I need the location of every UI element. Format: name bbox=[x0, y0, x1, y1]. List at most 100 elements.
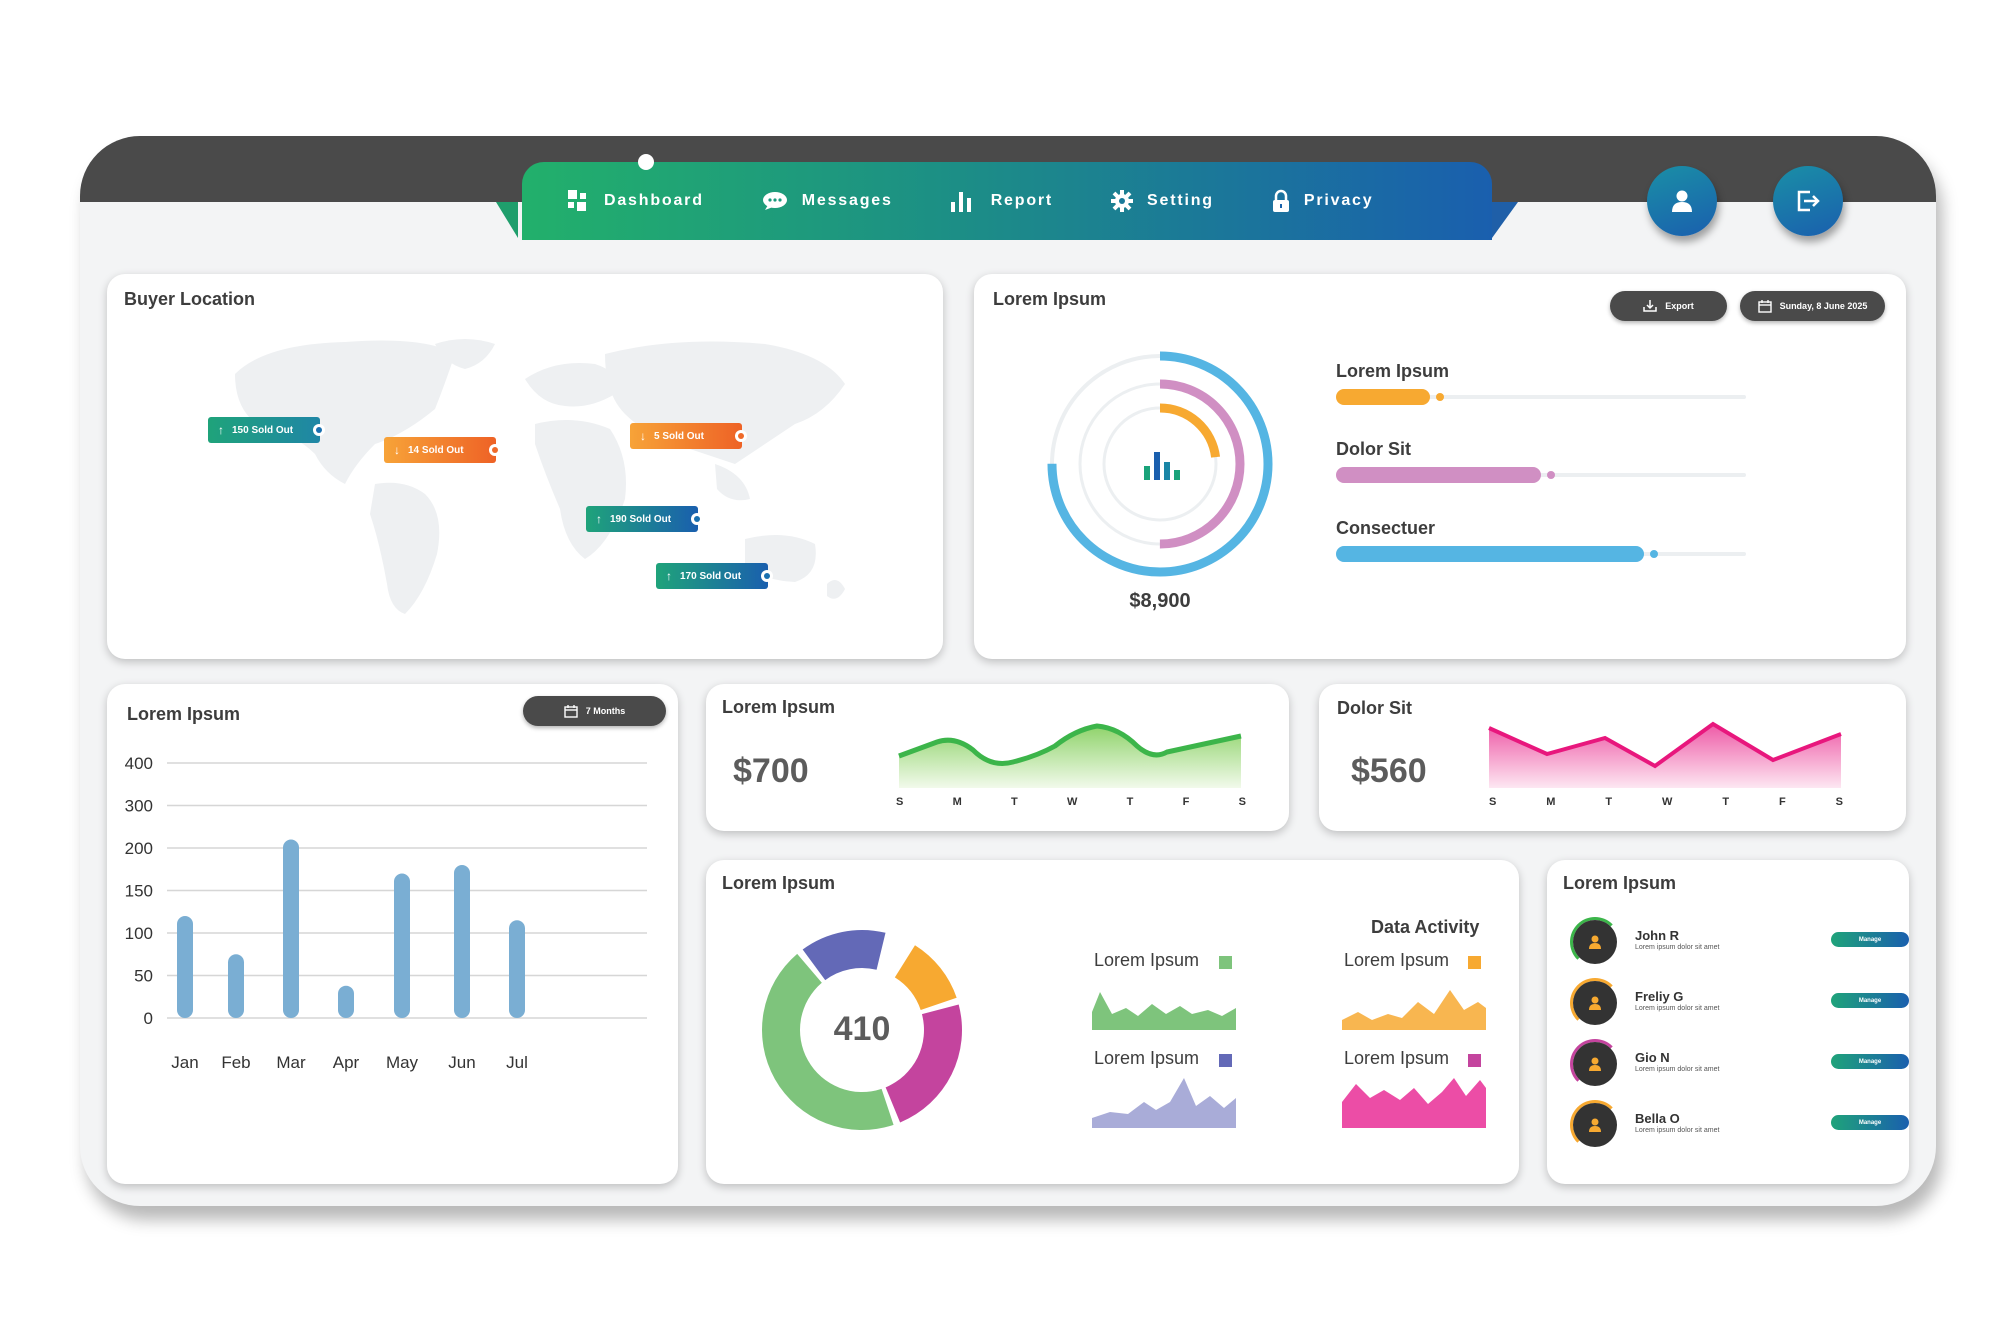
card-title: Lorem Ipsum bbox=[1563, 873, 1677, 893]
day-label: T bbox=[1722, 796, 1730, 808]
manage-button[interactable]: Manage bbox=[1831, 1115, 1909, 1130]
nav-decoration bbox=[1492, 202, 1518, 238]
manage-button[interactable]: Manage bbox=[1831, 993, 1909, 1008]
arrow-up-icon: ↑ bbox=[218, 423, 224, 437]
card-title: Dolor Sit bbox=[1337, 698, 1412, 718]
y-tick-label: 0 bbox=[144, 1009, 153, 1028]
nav-dashboard[interactable]: Dashboard bbox=[568, 190, 704, 212]
profile-button[interactable] bbox=[1647, 166, 1717, 236]
legend-swatch bbox=[1468, 956, 1481, 969]
x-tick-label: May bbox=[386, 1053, 419, 1072]
tag-label: 190 Sold Out bbox=[610, 513, 672, 525]
day-label: S bbox=[896, 796, 904, 808]
tag-marker bbox=[313, 424, 325, 436]
nav-indicator-dot bbox=[638, 154, 654, 170]
nav-setting[interactable]: Setting bbox=[1111, 190, 1214, 212]
person-description: Lorem ipsum dolor sit amet bbox=[1635, 1127, 1720, 1134]
avatar-ring bbox=[1570, 917, 1620, 967]
bar[interactable] bbox=[454, 865, 470, 1018]
arrow-up-icon: ↑ bbox=[666, 569, 672, 583]
bar[interactable] bbox=[509, 920, 525, 1018]
donut-segment[interactable] bbox=[894, 945, 957, 1011]
nav-privacy[interactable]: Privacy bbox=[1272, 189, 1374, 213]
progress-track bbox=[1336, 395, 1746, 399]
day-label: F bbox=[1182, 796, 1190, 808]
user-icon bbox=[1589, 996, 1601, 1010]
day-axis: S M T W T F S bbox=[896, 796, 1246, 808]
bar-chart-icon bbox=[1144, 452, 1180, 480]
logout-button[interactable] bbox=[1773, 166, 1843, 236]
people-card: Lorem Ipsum John R Lorem ipsum dolor sit … bbox=[1547, 860, 1909, 1184]
x-tick-label: Jun bbox=[448, 1053, 475, 1072]
sales-tag[interactable]: ↓ 5 Sold Out bbox=[630, 423, 747, 449]
nav-label: Setting bbox=[1147, 192, 1214, 209]
nav-report[interactable]: Report bbox=[950, 190, 1053, 212]
bar-chart: 400 300 200 150 100 50 0 Jan Feb Mar Apr May Jun Jul bbox=[125, 754, 647, 1072]
mini-chart-label: Lorem Ipsum bbox=[1094, 950, 1200, 970]
person-description: Lorem ipsum dolor sit amet bbox=[1635, 944, 1720, 951]
mini-chart-label: Lorem Ipsum bbox=[1344, 950, 1450, 970]
nav-messages[interactable]: Messages bbox=[762, 191, 893, 211]
progress-label: Lorem Ipsum bbox=[1336, 361, 1450, 381]
bar-chart-icon bbox=[950, 192, 971, 212]
manage-button[interactable]: Manage bbox=[1831, 1054, 1909, 1069]
gear-icon bbox=[1111, 190, 1134, 212]
activity-donut bbox=[762, 930, 962, 1130]
avatar[interactable] bbox=[1573, 1042, 1617, 1086]
expense-sparkline-card: Dolor Sit $560 S M T W T F S bbox=[1319, 684, 1906, 831]
bar[interactable] bbox=[228, 954, 244, 1018]
sales-tag[interactable]: ↑ 150 Sold Out bbox=[208, 417, 325, 443]
arrow-up-icon: ↑ bbox=[596, 512, 602, 526]
donut-segment[interactable] bbox=[762, 953, 894, 1130]
lock-icon bbox=[1272, 189, 1289, 212]
ring-inner bbox=[1099, 403, 1221, 525]
day-label: M bbox=[952, 796, 962, 808]
range-label: 7 Months bbox=[585, 706, 626, 716]
avatar-ring bbox=[1570, 1100, 1620, 1150]
legend-swatch bbox=[1219, 1054, 1232, 1067]
avatar[interactable] bbox=[1573, 920, 1617, 964]
person-name: Gio N bbox=[1635, 1050, 1670, 1065]
sales-tag[interactable]: ↓ 14 Sold Out bbox=[384, 437, 501, 463]
bar[interactable] bbox=[177, 916, 193, 1018]
nav-label: Dashboard bbox=[604, 192, 704, 209]
bar[interactable] bbox=[283, 839, 299, 1019]
legend-swatch bbox=[1219, 956, 1232, 969]
person-description: Lorem ipsum dolor sit amet bbox=[1635, 1066, 1720, 1073]
revenue-sparkline-card: Lorem Ipsum $700 S M T W T F S bbox=[706, 684, 1289, 831]
user-icon bbox=[1589, 1057, 1601, 1071]
day-label: S bbox=[1489, 796, 1497, 808]
date-label: Sunday, 8 June 2025 bbox=[1779, 301, 1868, 311]
person-name: Bella O bbox=[1635, 1111, 1680, 1126]
bar[interactable] bbox=[338, 985, 354, 1018]
x-tick-label: Apr bbox=[333, 1053, 360, 1072]
manage-button[interactable]: Manage bbox=[1831, 932, 1909, 947]
person-description: Lorem ipsum dolor sit amet bbox=[1635, 1005, 1720, 1012]
donut-segment[interactable] bbox=[802, 930, 886, 981]
y-tick-label: 50 bbox=[134, 967, 153, 986]
logout-icon bbox=[1797, 190, 1820, 212]
bar[interactable] bbox=[394, 873, 410, 1019]
user-icon bbox=[1672, 190, 1692, 212]
day-label: T bbox=[1011, 796, 1018, 808]
person-row: Bella O Lorem ipsum dolor sit amet Manage bbox=[1570, 1100, 1913, 1151]
user-icon bbox=[1589, 935, 1601, 949]
overview-card: Lorem Ipsum Export Sunday, 8 June 2025 $… bbox=[974, 274, 1906, 659]
calendar-icon bbox=[1757, 299, 1772, 313]
card-title: Lorem Ipsum bbox=[722, 697, 836, 717]
avatar[interactable] bbox=[1573, 1103, 1617, 1147]
progress-label: Consectuer bbox=[1336, 518, 1436, 538]
mini-area-chart bbox=[1342, 1078, 1486, 1128]
progress-dot bbox=[1436, 393, 1444, 401]
tag-label: 170 Sold Out bbox=[680, 570, 742, 582]
export-button[interactable]: Export bbox=[1610, 291, 1727, 321]
tag-label: 5 Sold Out bbox=[654, 430, 704, 442]
donut-segment[interactable] bbox=[885, 1004, 962, 1123]
mini-area-chart bbox=[1092, 992, 1236, 1030]
sales-tag[interactable]: ↑ 170 Sold Out bbox=[656, 563, 773, 589]
range-selector[interactable]: 7 Months bbox=[523, 696, 666, 726]
sales-tag[interactable]: ↑ 190 Sold Out bbox=[586, 506, 703, 532]
avatar[interactable] bbox=[1573, 981, 1617, 1025]
mini-area-chart bbox=[1342, 990, 1486, 1030]
date-picker[interactable]: Sunday, 8 June 2025 bbox=[1740, 291, 1885, 321]
